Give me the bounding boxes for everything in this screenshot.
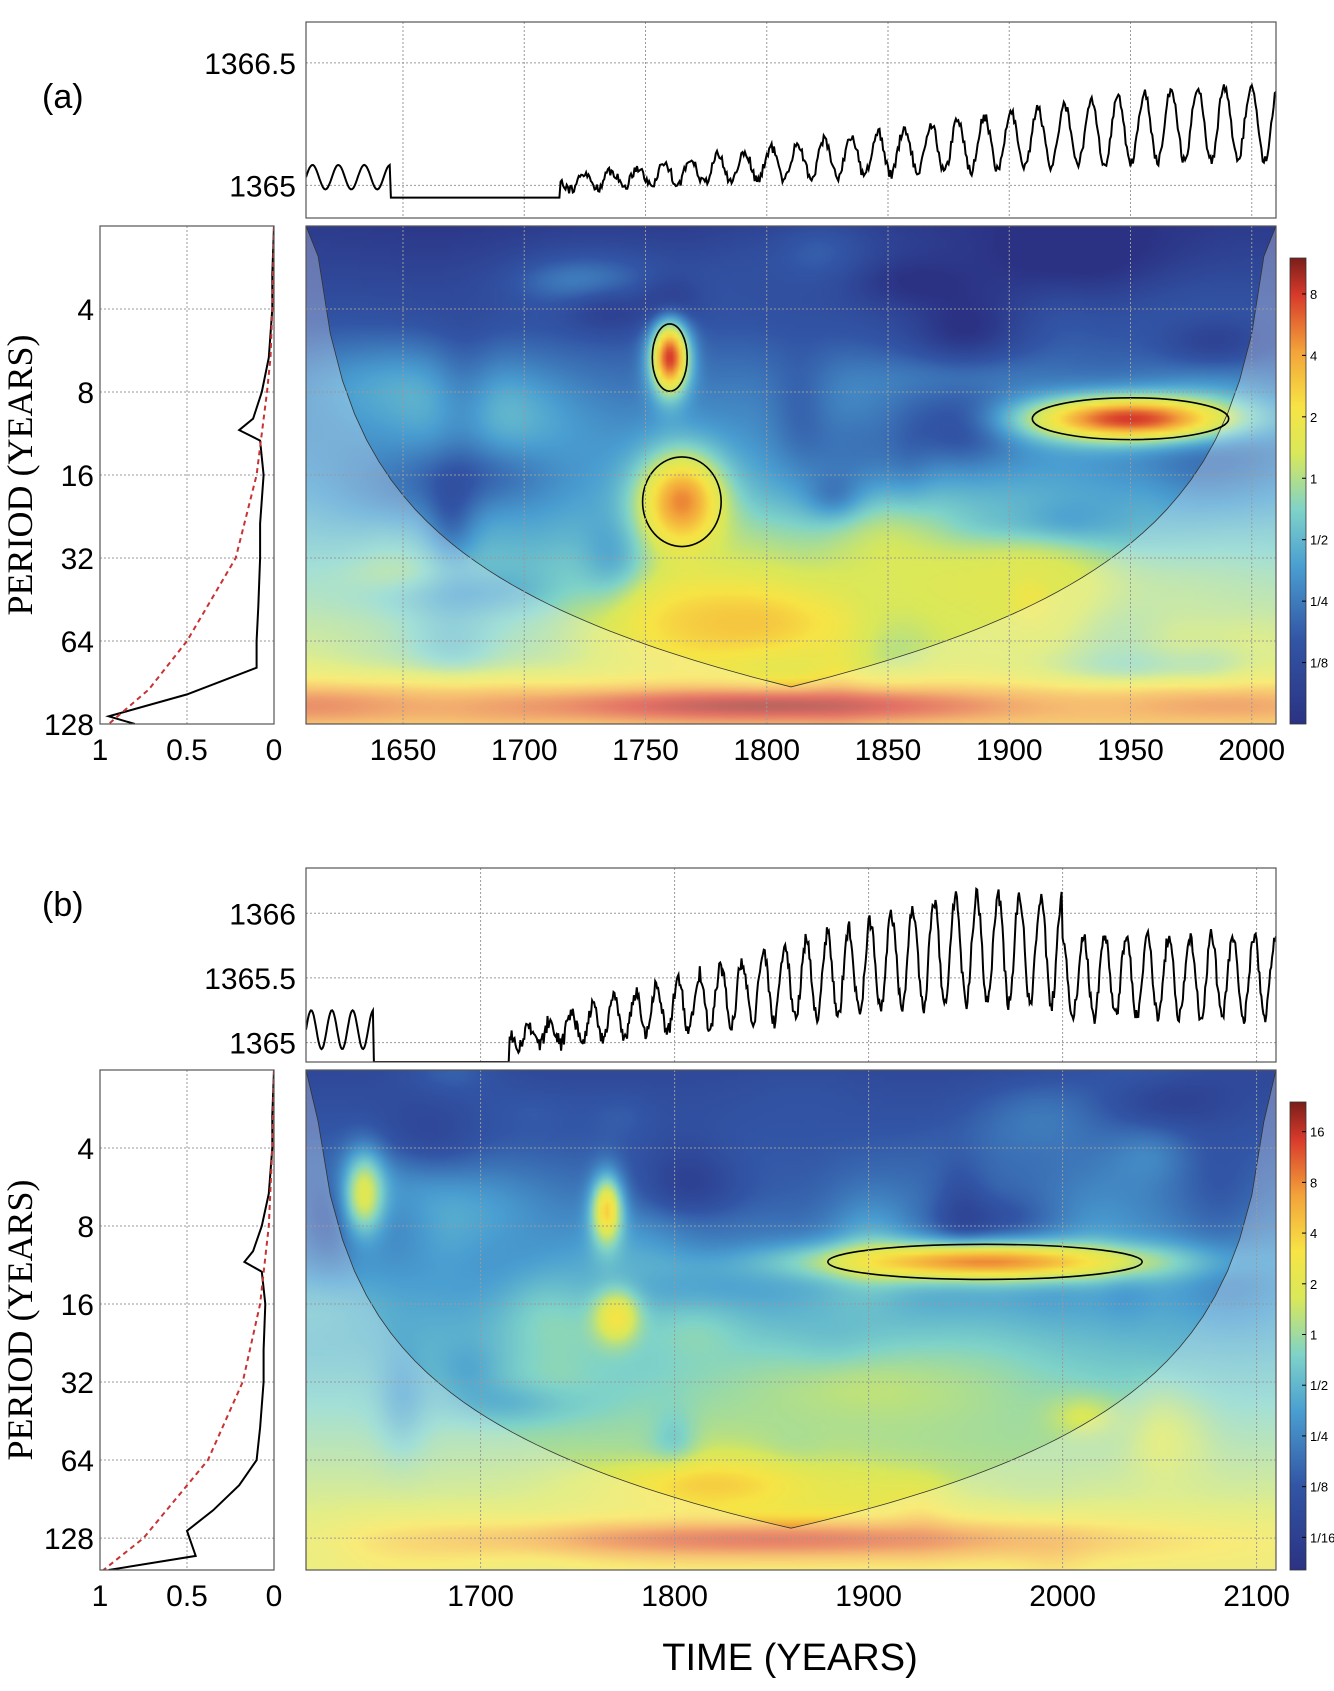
significance-contour bbox=[651, 323, 689, 392]
x-tick-label: 2000 bbox=[1218, 734, 1285, 767]
panel-b-colorbar: 16 8 4 2 1 1/2 1/4 1/8 1/16 bbox=[1289, 1101, 1334, 1571]
colorbar-tick-label: 1 bbox=[1310, 471, 1317, 486]
x-tick-label: 1900 bbox=[835, 1580, 902, 1613]
colorbar-tick-label: 2 bbox=[1310, 410, 1317, 425]
panel-b-wavelet-power bbox=[306, 1070, 1276, 1570]
period-tick-label: 128 bbox=[44, 1523, 94, 1556]
significance-contour bbox=[827, 1243, 1143, 1281]
period-tick-label: 8 bbox=[77, 1211, 94, 1244]
panel-a-wavelet-map: 1650 1700 1750 1800 1850 1900 1950 2000 bbox=[305, 225, 1285, 767]
x-axis-label: TIME (YEARS) bbox=[662, 1637, 917, 1679]
colorbar-tick-label: 8 bbox=[1310, 287, 1317, 302]
significance-contour bbox=[641, 456, 722, 548]
gws-x-tick-label: 0 bbox=[266, 1580, 283, 1613]
panel-a-global-spectrum: 1 0.5 0 4 8 16 32 64 128 bbox=[44, 225, 283, 767]
panel-b-irradiance-line bbox=[306, 886, 1276, 1062]
x-tick-label: 2100 bbox=[1223, 1580, 1290, 1613]
gws-x-tick-label: 1 bbox=[92, 1580, 109, 1613]
colorbar-tick-label: 1 bbox=[1310, 1328, 1317, 1343]
period-tick-label: 8 bbox=[77, 377, 94, 410]
period-tick-label: 32 bbox=[61, 543, 94, 576]
top-y-tick-label: 1365 bbox=[229, 1028, 296, 1061]
x-tick-label: 1700 bbox=[447, 1580, 514, 1613]
top-y-tick-label: 1365 bbox=[229, 170, 296, 203]
panel-b-label: (b) bbox=[42, 886, 84, 924]
panel-b-cone-of-influence bbox=[306, 1070, 1276, 1570]
colorbar-tick-label: 4 bbox=[1310, 348, 1317, 363]
top-y-tick-label: 1366 bbox=[229, 898, 296, 931]
colorbar-tick-label: 1/8 bbox=[1310, 656, 1328, 671]
gws-power-line bbox=[108, 1070, 274, 1570]
period-tick-label: 64 bbox=[61, 626, 94, 659]
colorbar-tick-label: 4 bbox=[1310, 1226, 1317, 1241]
period-tick-label: 4 bbox=[77, 1133, 94, 1166]
x-tick-label: 1850 bbox=[855, 734, 922, 767]
gws-x-tick-label: 1 bbox=[92, 734, 109, 767]
panel-a-colorbar: 8 4 2 1 1/2 1/4 1/8 bbox=[1289, 257, 1328, 725]
x-tick-label: 1700 bbox=[491, 734, 558, 767]
x-tick-label: 1950 bbox=[1097, 734, 1164, 767]
panel-b-wavelet-map: 1700 1800 1900 2000 2100 bbox=[305, 1069, 1290, 1613]
period-tick-label: 16 bbox=[61, 460, 94, 493]
x-tick-label: 1750 bbox=[612, 734, 679, 767]
x-tick-label: 1650 bbox=[370, 734, 437, 767]
gws-significance-line bbox=[102, 1070, 274, 1570]
top-y-tick-label: 1365.5 bbox=[204, 963, 296, 996]
gws-x-tick-label: 0.5 bbox=[166, 1580, 208, 1613]
period-tick-label: 128 bbox=[44, 709, 94, 742]
gws-x-tick-label: 0 bbox=[266, 734, 283, 767]
x-tick-label: 1900 bbox=[976, 734, 1043, 767]
colorbar-tick-label: 1/2 bbox=[1310, 533, 1328, 548]
panel-a-ylabel: PERIOD (YEARS) bbox=[0, 334, 40, 615]
period-tick-label: 16 bbox=[61, 1289, 94, 1322]
panel-b-ylabel: PERIOD (YEARS) bbox=[0, 1179, 40, 1460]
colorbar-tick-label: 1/16 bbox=[1310, 1530, 1334, 1545]
panel-b-global-spectrum: 1 0.5 0 4 8 16 32 64 128 bbox=[44, 1069, 283, 1613]
panel-b-top-series: 1365 1365.5 1366 bbox=[204, 867, 1277, 1063]
colorbar-tick-label: 16 bbox=[1310, 1125, 1324, 1140]
period-tick-label: 32 bbox=[61, 1367, 94, 1400]
colorbar-tick-label: 1/4 bbox=[1310, 594, 1328, 609]
x-tick-label: 1800 bbox=[733, 734, 800, 767]
colorbar-tick-label: 8 bbox=[1310, 1175, 1317, 1190]
panel-a-label: (a) bbox=[42, 78, 84, 116]
period-tick-label: 4 bbox=[77, 294, 94, 327]
colorbar-tick-label: 1/8 bbox=[1310, 1480, 1328, 1495]
panel-a-top-series: 1365 1366.5 bbox=[204, 21, 1277, 219]
colorbar-tick-label: 1/2 bbox=[1310, 1378, 1328, 1393]
colorbar-tick-label: 1/4 bbox=[1310, 1429, 1328, 1444]
period-tick-label: 64 bbox=[61, 1445, 94, 1478]
gws-x-tick-label: 0.5 bbox=[166, 734, 208, 767]
top-y-tick-label: 1366.5 bbox=[204, 48, 296, 81]
x-tick-label: 1800 bbox=[641, 1580, 708, 1613]
colorbar-tick-label: 2 bbox=[1310, 1277, 1317, 1292]
x-tick-label: 2000 bbox=[1029, 1580, 1096, 1613]
panel-a-irradiance-line bbox=[306, 82, 1276, 199]
gws-power-line bbox=[105, 226, 274, 724]
gws-significance-line bbox=[108, 226, 274, 724]
